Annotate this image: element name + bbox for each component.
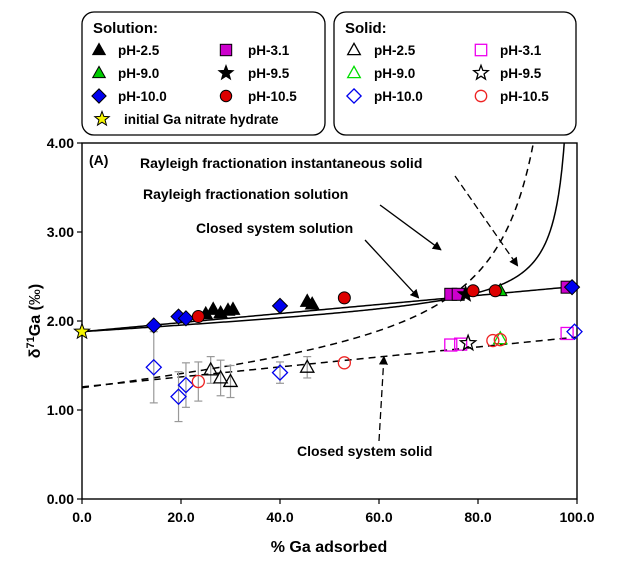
y-tick-label: 0.00 (47, 491, 74, 507)
x-tick-label: 100.0 (559, 509, 594, 525)
annotation-arrow (364, 239, 420, 299)
legend-solution: Solution: pH-2.5 pH-9.0 pH-10.0 initial Ga … (81, 11, 326, 136)
legend-label: pH-10.0 (374, 89, 423, 104)
solid-ph10.0-point (271, 364, 289, 382)
legend-label: pH-10.5 (500, 89, 549, 104)
annotations: Rayleigh fractionation instantaneous sol… (140, 155, 519, 459)
y-tick-label: 3.00 (47, 224, 74, 240)
x-tick-label: 80.0 (464, 509, 491, 525)
annotation-arrow (454, 175, 519, 267)
svg-text:δ71Ga (‰): δ71Ga (‰) (25, 284, 44, 358)
sol-ph2.5-point (304, 296, 320, 310)
sol-ph9.0-legend-marker (91, 65, 107, 79)
sol-ph10.5-point (191, 310, 205, 324)
y-tick-label: 2.00 (47, 313, 74, 329)
panel-label: (A) (89, 152, 108, 168)
solid-ph3.1-legend-marker (474, 43, 488, 57)
y-tick-label: 1.00 (47, 402, 74, 418)
x-tick-label: 20.0 (167, 509, 194, 525)
solid-ph10.0-point (566, 323, 583, 341)
annotation-arrow (378, 355, 388, 442)
solid-ph2.5-point (299, 358, 315, 373)
solid-ph2.5-legend-marker (346, 42, 362, 56)
sol-ph3.1-legend-marker (219, 43, 233, 57)
x-axis-label: % Ga adsorbed (271, 539, 387, 556)
solid-ph9.0-point (492, 330, 509, 345)
solid-ph2.5-point (202, 361, 219, 376)
annotation-arrow (379, 204, 442, 251)
sol-ph10.0-point (177, 310, 195, 327)
closed-solid-curve (82, 336, 577, 388)
solid-ph10.0-legend-marker (345, 87, 363, 105)
x-tick-label: 40.0 (266, 509, 293, 525)
sol-ph10.5-point (337, 291, 351, 305)
legend-label: pH-9.0 (374, 66, 415, 81)
sol-ph2.5-point (205, 301, 221, 315)
y-axis-label: δ71Ga (‰) (25, 284, 44, 358)
legend-label: pH-9.5 (248, 66, 290, 81)
legend-label: pH-3.1 (500, 43, 542, 58)
legend-label: pH-2.5 (118, 43, 160, 58)
y-tick-label: 4.00 (47, 135, 74, 151)
error-bars (149, 331, 312, 423)
sol-ph10.0-legend-marker (91, 88, 107, 104)
solid-ph10.5-point (493, 333, 507, 347)
legend-solid-title: Solid: (345, 20, 387, 37)
sol-ph10.5-legend-marker (219, 89, 233, 103)
annotation-label: Rayleigh fractionation instantaneous sol… (140, 155, 422, 171)
solid-ph2.5-point (222, 373, 239, 388)
sol-ph2.5-legend-marker (91, 42, 107, 56)
solid-ph10.5-point (191, 374, 205, 389)
sol-ph9.5-legend-marker (217, 63, 235, 81)
solid-ph3.1-point (444, 338, 458, 352)
data-points (73, 278, 583, 406)
sol-ph10.5-point (488, 284, 502, 298)
solid-ph2.5-point (212, 369, 229, 384)
solid-ph9.5-point (458, 333, 478, 352)
annotation-label: Closed system solution (196, 220, 353, 236)
initial-legend-marker (93, 109, 111, 127)
solid-ph3.1-point (560, 326, 574, 341)
legend-solution-title: Solution: (93, 20, 158, 37)
closed-solution-curve (82, 143, 535, 389)
sol-ph2.5-point (225, 301, 241, 315)
axis-ticks: 0.0 20.0 40.0 60.0 80.0 100.0 0.00 1.00 2.00 3.00… (47, 135, 595, 525)
annotation-label: Rayleigh fractionation solution (143, 186, 348, 202)
legend-solid: Solid: pH-2.5 pH-9.0 pH-10.0 pH-3.1 pH-9.5 pH… (333, 11, 577, 136)
x-tick-label: 0.0 (72, 509, 92, 525)
initial-point (73, 322, 91, 340)
legend-label: pH-9.0 (118, 66, 159, 81)
solid-ph10.0-point (170, 388, 187, 406)
legend-label: pH-9.5 (500, 66, 542, 81)
sol-ph10.0-point (271, 297, 289, 315)
sol-ph10.5-point (466, 284, 480, 298)
solid-ph10.0-point (177, 376, 195, 394)
sol-ph10.0-point (563, 278, 581, 296)
solid-ph10.0-point (145, 358, 163, 376)
legend-label: pH-10.0 (118, 89, 167, 104)
solid-ph10.5-point (337, 356, 352, 370)
x-tick-label: 60.0 (365, 509, 392, 525)
legend-label: initial Ga nitrate hydrate (124, 112, 279, 127)
legend-label: pH-10.5 (248, 89, 297, 104)
legend-label: pH-3.1 (248, 43, 290, 58)
solid-ph10.5-point (486, 333, 500, 348)
solid-ph9.5-legend-marker (472, 63, 490, 81)
solid-ph10.5-legend-marker (474, 89, 488, 103)
solid-ph9.0-legend-marker (346, 65, 362, 79)
solid-ph3.1-point (454, 337, 468, 351)
annotation-label: Closed system solid (297, 443, 432, 459)
sol-ph10.0-point (145, 317, 162, 334)
legend-label: pH-2.5 (374, 43, 416, 58)
